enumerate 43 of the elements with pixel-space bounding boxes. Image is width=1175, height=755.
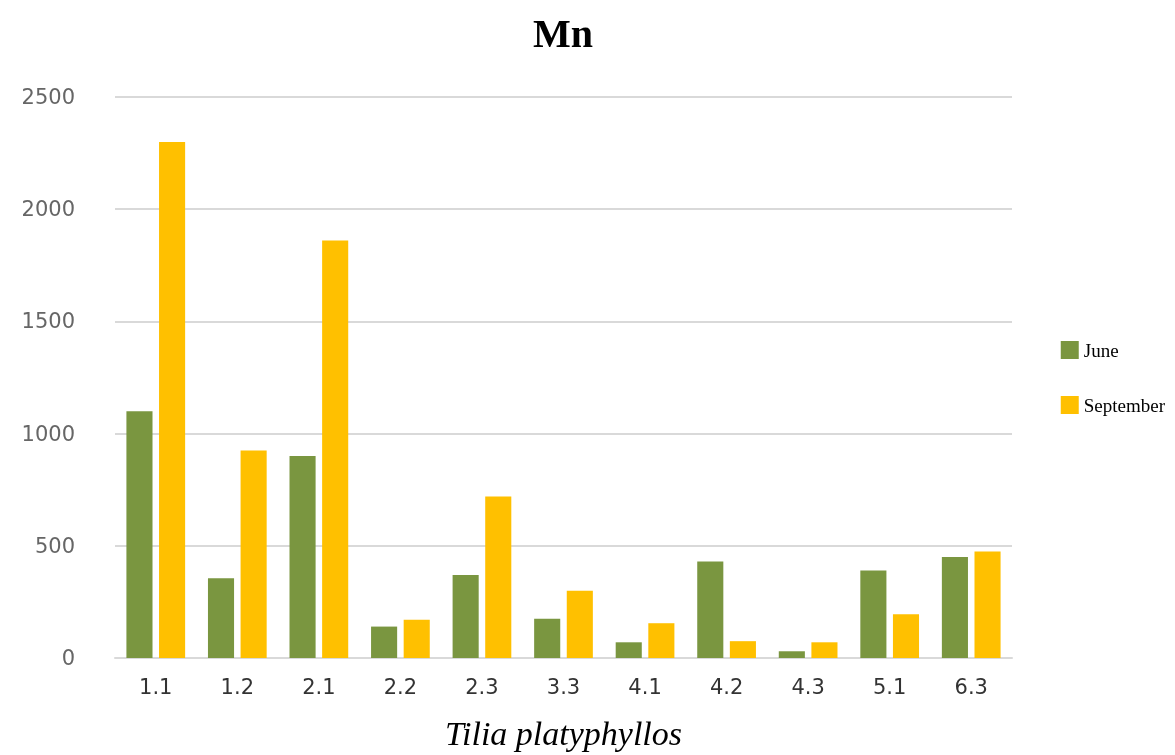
bar [566,590,593,658]
x-tick-label: 1.1 [139,674,173,699]
y-tick-label: 2500 [21,85,75,109]
bar [485,496,512,658]
chart-title: Mn [533,10,593,56]
bar [289,456,316,658]
bar [534,618,561,658]
bar [974,551,1001,658]
bar [860,570,887,658]
bar [240,450,267,658]
bar [941,557,968,658]
x-tick-label: 4.1 [628,674,662,699]
bar [126,411,153,658]
legend-label: September [1083,394,1166,416]
y-tick-label: 500 [34,533,75,558]
x-tick-label: 3.3 [546,674,581,699]
bar [729,641,756,658]
x-tick-label: 2.1 [302,674,336,699]
x-tick-label: 4.3 [791,674,825,699]
x-tick-label: 2.3 [465,674,499,699]
bar [892,614,920,658]
y-tick-label: 0 [61,646,75,670]
x-tick-label: 6.3 [954,674,988,699]
y-tick-label: 2000 [21,197,75,222]
x-tick-label: 5.1 [872,674,907,699]
bar [207,578,235,658]
bar [697,561,724,658]
bar [322,240,349,658]
bar [615,642,642,658]
y-tick-label: 1500 [21,309,75,334]
y-tick-label: 1000 [21,421,75,446]
bar [371,626,398,658]
x-tick-label: 2.2 [383,674,418,699]
bar [648,623,675,658]
x-tick-label: 4.2 [709,674,744,699]
x-axis-title: Tilia platyphyllos [444,714,683,752]
legend-label: June [1083,339,1119,361]
x-tick-label: 1.2 [220,674,255,699]
bar [811,642,838,658]
bar [159,141,186,658]
bar [403,619,430,658]
bar [452,574,479,658]
bar [778,651,805,658]
